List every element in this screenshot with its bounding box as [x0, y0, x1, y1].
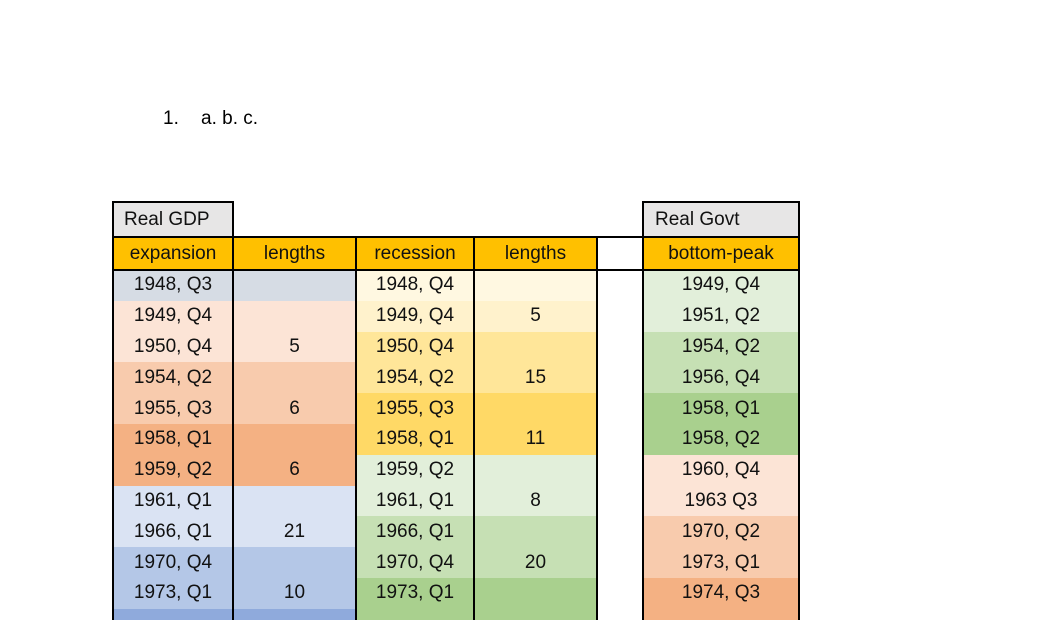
table-cell: 1966, Q1: [113, 516, 233, 548]
table-cell: 1973, Q1: [356, 578, 474, 609]
table-cell: 8: [474, 485, 597, 517]
table-cell: [233, 300, 356, 332]
table-cell: [474, 608, 597, 620]
table-cell: 1958, Q2: [643, 424, 799, 455]
table-cell: 1970, Q2: [643, 516, 799, 548]
table-cell: 1959, Q2: [113, 454, 233, 486]
table-cell: 6: [233, 454, 356, 486]
table-cell: 10: [233, 578, 356, 609]
table-cell: 1966, Q1: [356, 516, 474, 548]
table-cell: [643, 608, 799, 620]
table-cell: [113, 608, 233, 620]
border-line: [112, 236, 800, 238]
table-cell: 1948, Q4: [356, 270, 474, 301]
border-line: [473, 236, 475, 620]
border-line: [798, 201, 800, 237]
table-cell: 1958, Q1: [356, 424, 474, 455]
column-header: bottom-peak: [643, 237, 799, 270]
border-line: [112, 201, 114, 237]
table-cell: 1949, Q4: [356, 300, 474, 332]
table-cell: 21: [233, 516, 356, 548]
table-cell: 1959, Q2: [356, 454, 474, 486]
table-cell: 1961, Q1: [356, 485, 474, 517]
table-cell: [356, 608, 474, 620]
table-cell: 1950, Q4: [113, 331, 233, 363]
border-line: [232, 201, 234, 237]
table-cell: 1970, Q4: [113, 547, 233, 578]
table-cell: [474, 393, 597, 424]
table-cell: 1955, Q3: [113, 393, 233, 424]
table-cell: 1958, Q1: [643, 393, 799, 424]
table-cell: 1970, Q4: [356, 547, 474, 578]
border-line: [112, 269, 800, 271]
table-cell: 1956, Q4: [643, 362, 799, 394]
table-cell: 11: [474, 424, 597, 455]
table-cell: 1960, Q4: [643, 454, 799, 486]
table-cell: 1948, Q3: [113, 270, 233, 301]
table-cell: 1963 Q3: [643, 485, 799, 517]
border-line: [355, 236, 357, 620]
table-cell: 5: [233, 331, 356, 363]
table-cell: 1949, Q4: [113, 300, 233, 332]
table-cell: 1973, Q1: [113, 578, 233, 609]
table-cell: [474, 331, 597, 363]
table-cell: 15: [474, 362, 597, 394]
table-cell: 1961, Q1: [113, 485, 233, 517]
table-cell: 1949, Q4: [643, 270, 799, 301]
list-number: 1.: [163, 108, 179, 129]
group-header: Real GDP: [113, 202, 233, 237]
column-header: lengths: [233, 237, 356, 270]
border-line: [596, 236, 598, 620]
border-line: [113, 201, 234, 203]
table-cell: [474, 270, 597, 301]
table-cell: [474, 516, 597, 548]
border-line: [642, 236, 644, 620]
table-cell: 20: [474, 547, 597, 578]
table-cell: 6: [233, 393, 356, 424]
table-cell: 1951, Q2: [643, 300, 799, 332]
table-cell: [233, 485, 356, 517]
table-cell: [233, 608, 356, 620]
border-line: [112, 236, 114, 620]
list-text: a. b. c.: [201, 108, 259, 129]
border-line: [798, 236, 800, 620]
column-header: expansion: [113, 237, 233, 270]
table-cell: 1954, Q2: [113, 362, 233, 394]
border-line: [643, 201, 800, 203]
table-cell: 1973, Q1: [643, 547, 799, 578]
table-cell: [474, 454, 597, 486]
border-line: [232, 236, 234, 620]
table-cell: 1974, Q3: [643, 578, 799, 609]
group-header: Real Govt: [643, 202, 799, 237]
table-cell: [233, 270, 356, 301]
table-cell: [233, 362, 356, 394]
table-cell: [233, 424, 356, 455]
table-cell: [233, 547, 356, 578]
table-cell: 1950, Q4: [356, 331, 474, 363]
table-cell: [474, 578, 597, 609]
column-header: recession: [356, 237, 474, 270]
border-line: [642, 201, 644, 237]
table-cell: 1958, Q1: [113, 424, 233, 455]
table-cell: 1954, Q2: [356, 362, 474, 394]
column-header: lengths: [474, 237, 597, 270]
table-cell: 1955, Q3: [356, 393, 474, 424]
table-cell: 1954, Q2: [643, 331, 799, 363]
table-cell: 5: [474, 300, 597, 332]
